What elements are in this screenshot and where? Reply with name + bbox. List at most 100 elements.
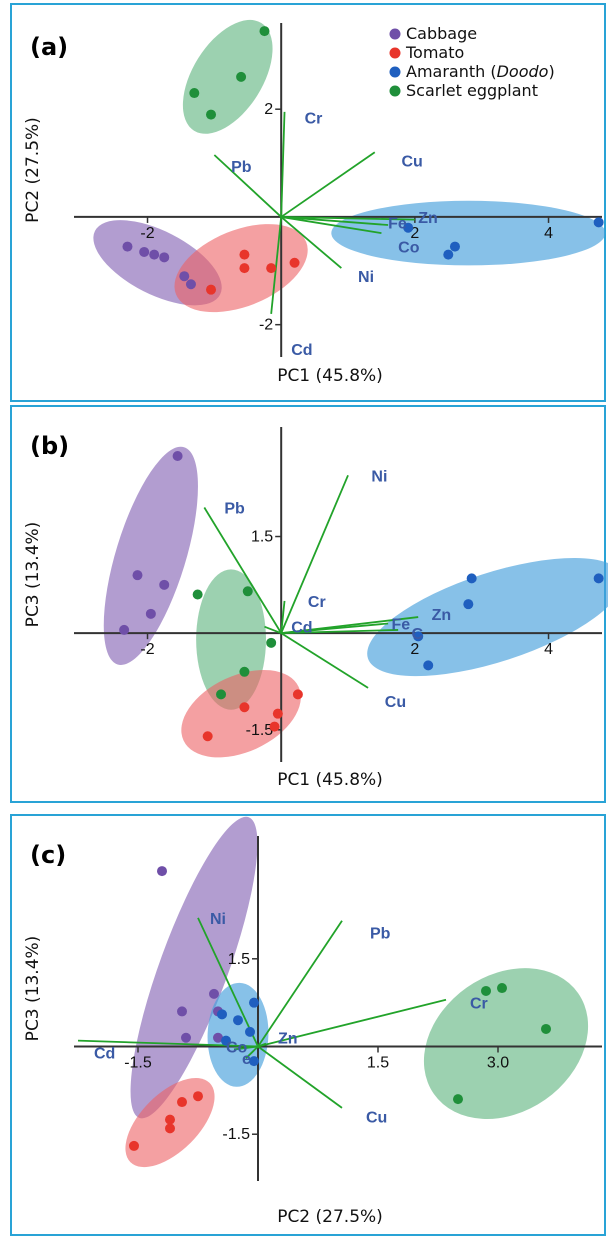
point-scarlet (239, 666, 250, 677)
point-cabbage (213, 1032, 223, 1043)
y-tick-label: 1.5 (251, 529, 273, 546)
loading-label-zn: Zn (418, 210, 438, 227)
panel-b: -2 2 4 1.5 -1.5 Pb Ni Cr Cd Fe Zn C Cu (b) PC1 (45.8%)… (10, 405, 608, 803)
y-tick-label: -1.5 (222, 1126, 250, 1143)
point-tomato (292, 689, 303, 700)
loading-label-cd: Cd (94, 1045, 115, 1062)
point-amaranth (245, 1026, 255, 1037)
loading-label-cr: Cr (308, 594, 326, 611)
point-tomato (239, 249, 250, 260)
loading-line-fe (281, 216, 389, 226)
loading-line-zn (281, 216, 415, 221)
loading-label-zn: Zn (278, 1031, 298, 1048)
loading-line-zn (281, 616, 419, 635)
y-axis-title: PC2 (27.5%) (23, 117, 43, 223)
point-scarlet (189, 88, 200, 99)
point-scarlet (236, 71, 247, 82)
point-scarlet (206, 109, 217, 120)
point-tomato (239, 702, 250, 713)
point-scarlet (481, 985, 491, 996)
loading-label-pb: Pb (231, 159, 252, 176)
loading-label-pb: Pb (370, 925, 391, 942)
point-scarlet (242, 586, 253, 597)
point-cabbage (179, 271, 190, 282)
y-axis-title: PC3 (13.4%) (23, 522, 43, 628)
panel-label: (b) (30, 432, 69, 460)
point-tomato (289, 257, 300, 268)
point-amaranth (593, 217, 604, 228)
loading-label-co: Co (398, 240, 420, 257)
point-amaranth (233, 1015, 243, 1026)
x-tick-label: 4 (544, 225, 553, 242)
point-tomato (202, 731, 213, 742)
legend-marker-amaranth (389, 66, 401, 78)
panel-c: -1.5 1.5 3.0 1.5 -1.5 Ni Pb Cr Cd Co Zn e Cu (c) PC2 (… (10, 814, 606, 1236)
point-tomato (193, 1091, 203, 1102)
x-tick-label: -1.5 (124, 1055, 152, 1072)
loading-label-c: C (412, 626, 424, 643)
point-cabbage (177, 1006, 187, 1017)
point-tomato (272, 708, 283, 719)
loading-line-cr (280, 600, 286, 634)
point-scarlet (266, 637, 277, 648)
point-cabbage (185, 279, 196, 290)
loading-line-cu (257, 1045, 343, 1109)
loading-line-cd (264, 625, 282, 634)
loading-label-cr: Cr (305, 110, 323, 127)
legend-marker-cabbage (389, 28, 401, 40)
ellipse-scarlet (182, 19, 273, 134)
point-tomato (129, 1140, 139, 1151)
x-tick-label: 2 (410, 225, 419, 242)
point-amaranth (466, 573, 477, 584)
point-amaranth (463, 599, 474, 610)
ellipse-amaranth (331, 200, 606, 266)
loading-line-ni (197, 917, 259, 1047)
panel-label: (a) (30, 33, 68, 61)
point-amaranth (449, 241, 460, 252)
point-amaranth (217, 1009, 227, 1020)
point-amaranth (249, 1056, 259, 1067)
loading-line-c (281, 629, 399, 635)
chart-a-svg: -2 2 4 2 -2 Cr Pb Cu Fe Zn Co Ni Cd (a) PC1 (45.8%) PC2… (23, 19, 606, 386)
point-tomato (165, 1114, 175, 1125)
loading-line-cu (280, 151, 376, 218)
point-amaranth (249, 997, 259, 1008)
loading-label-pb: Pb (224, 501, 245, 518)
x-axis-title: PC2 (27.5%) (277, 1207, 383, 1227)
loading-line-cr (280, 111, 286, 217)
point-cabbage (132, 570, 143, 581)
point-scarlet (216, 689, 227, 700)
point-amaranth (423, 660, 434, 671)
point-amaranth (443, 249, 454, 260)
point-cabbage (119, 624, 130, 635)
ellipse-cabbage (103, 446, 198, 665)
loading-label-cu: Cu (366, 1110, 387, 1127)
y-axis-title: PC3 (13.4%) (23, 936, 43, 1042)
point-cabbage (159, 252, 170, 263)
point-cabbage (209, 988, 219, 999)
x-tick-label: -2 (140, 225, 154, 242)
y-tick-label: -1.5 (246, 722, 274, 739)
point-scarlet (192, 589, 203, 600)
point-cabbage (157, 866, 167, 877)
ellipse-amaranth (367, 557, 608, 677)
loading-line-cd (77, 1039, 259, 1048)
y-tick-label: 2 (264, 101, 273, 118)
loading-line-cd (270, 216, 283, 314)
legend-label-amaranth: Amaranth (Doodo) (406, 62, 555, 81)
point-cabbage (159, 579, 170, 590)
loading-label-e: e (242, 1051, 251, 1068)
x-tick-label: 3.0 (487, 1055, 509, 1072)
loading-line-cu (280, 632, 369, 689)
point-cabbage (122, 241, 133, 252)
legend-label-tomato: Tomato (405, 43, 464, 62)
loading-label-ni: Ni (371, 468, 387, 485)
panel-a: -2 2 4 2 -2 Cr Pb Cu Fe Zn Co Ni Cd (a) PC1 (45.8%) PC2… (10, 3, 606, 402)
loading-label-cd: Cd (291, 620, 312, 637)
point-scarlet (541, 1023, 551, 1034)
x-tick-label: 1.5 (367, 1055, 389, 1072)
chart-c-svg: -1.5 1.5 3.0 1.5 -1.5 Ni Pb Cr Cd Co Zn e Cu (c) PC2 (… (23, 816, 602, 1227)
loading-label-fe: Fe (388, 215, 407, 232)
y-tick-label: 1.5 (228, 951, 250, 968)
loading-label-cr: Cr (470, 996, 488, 1013)
